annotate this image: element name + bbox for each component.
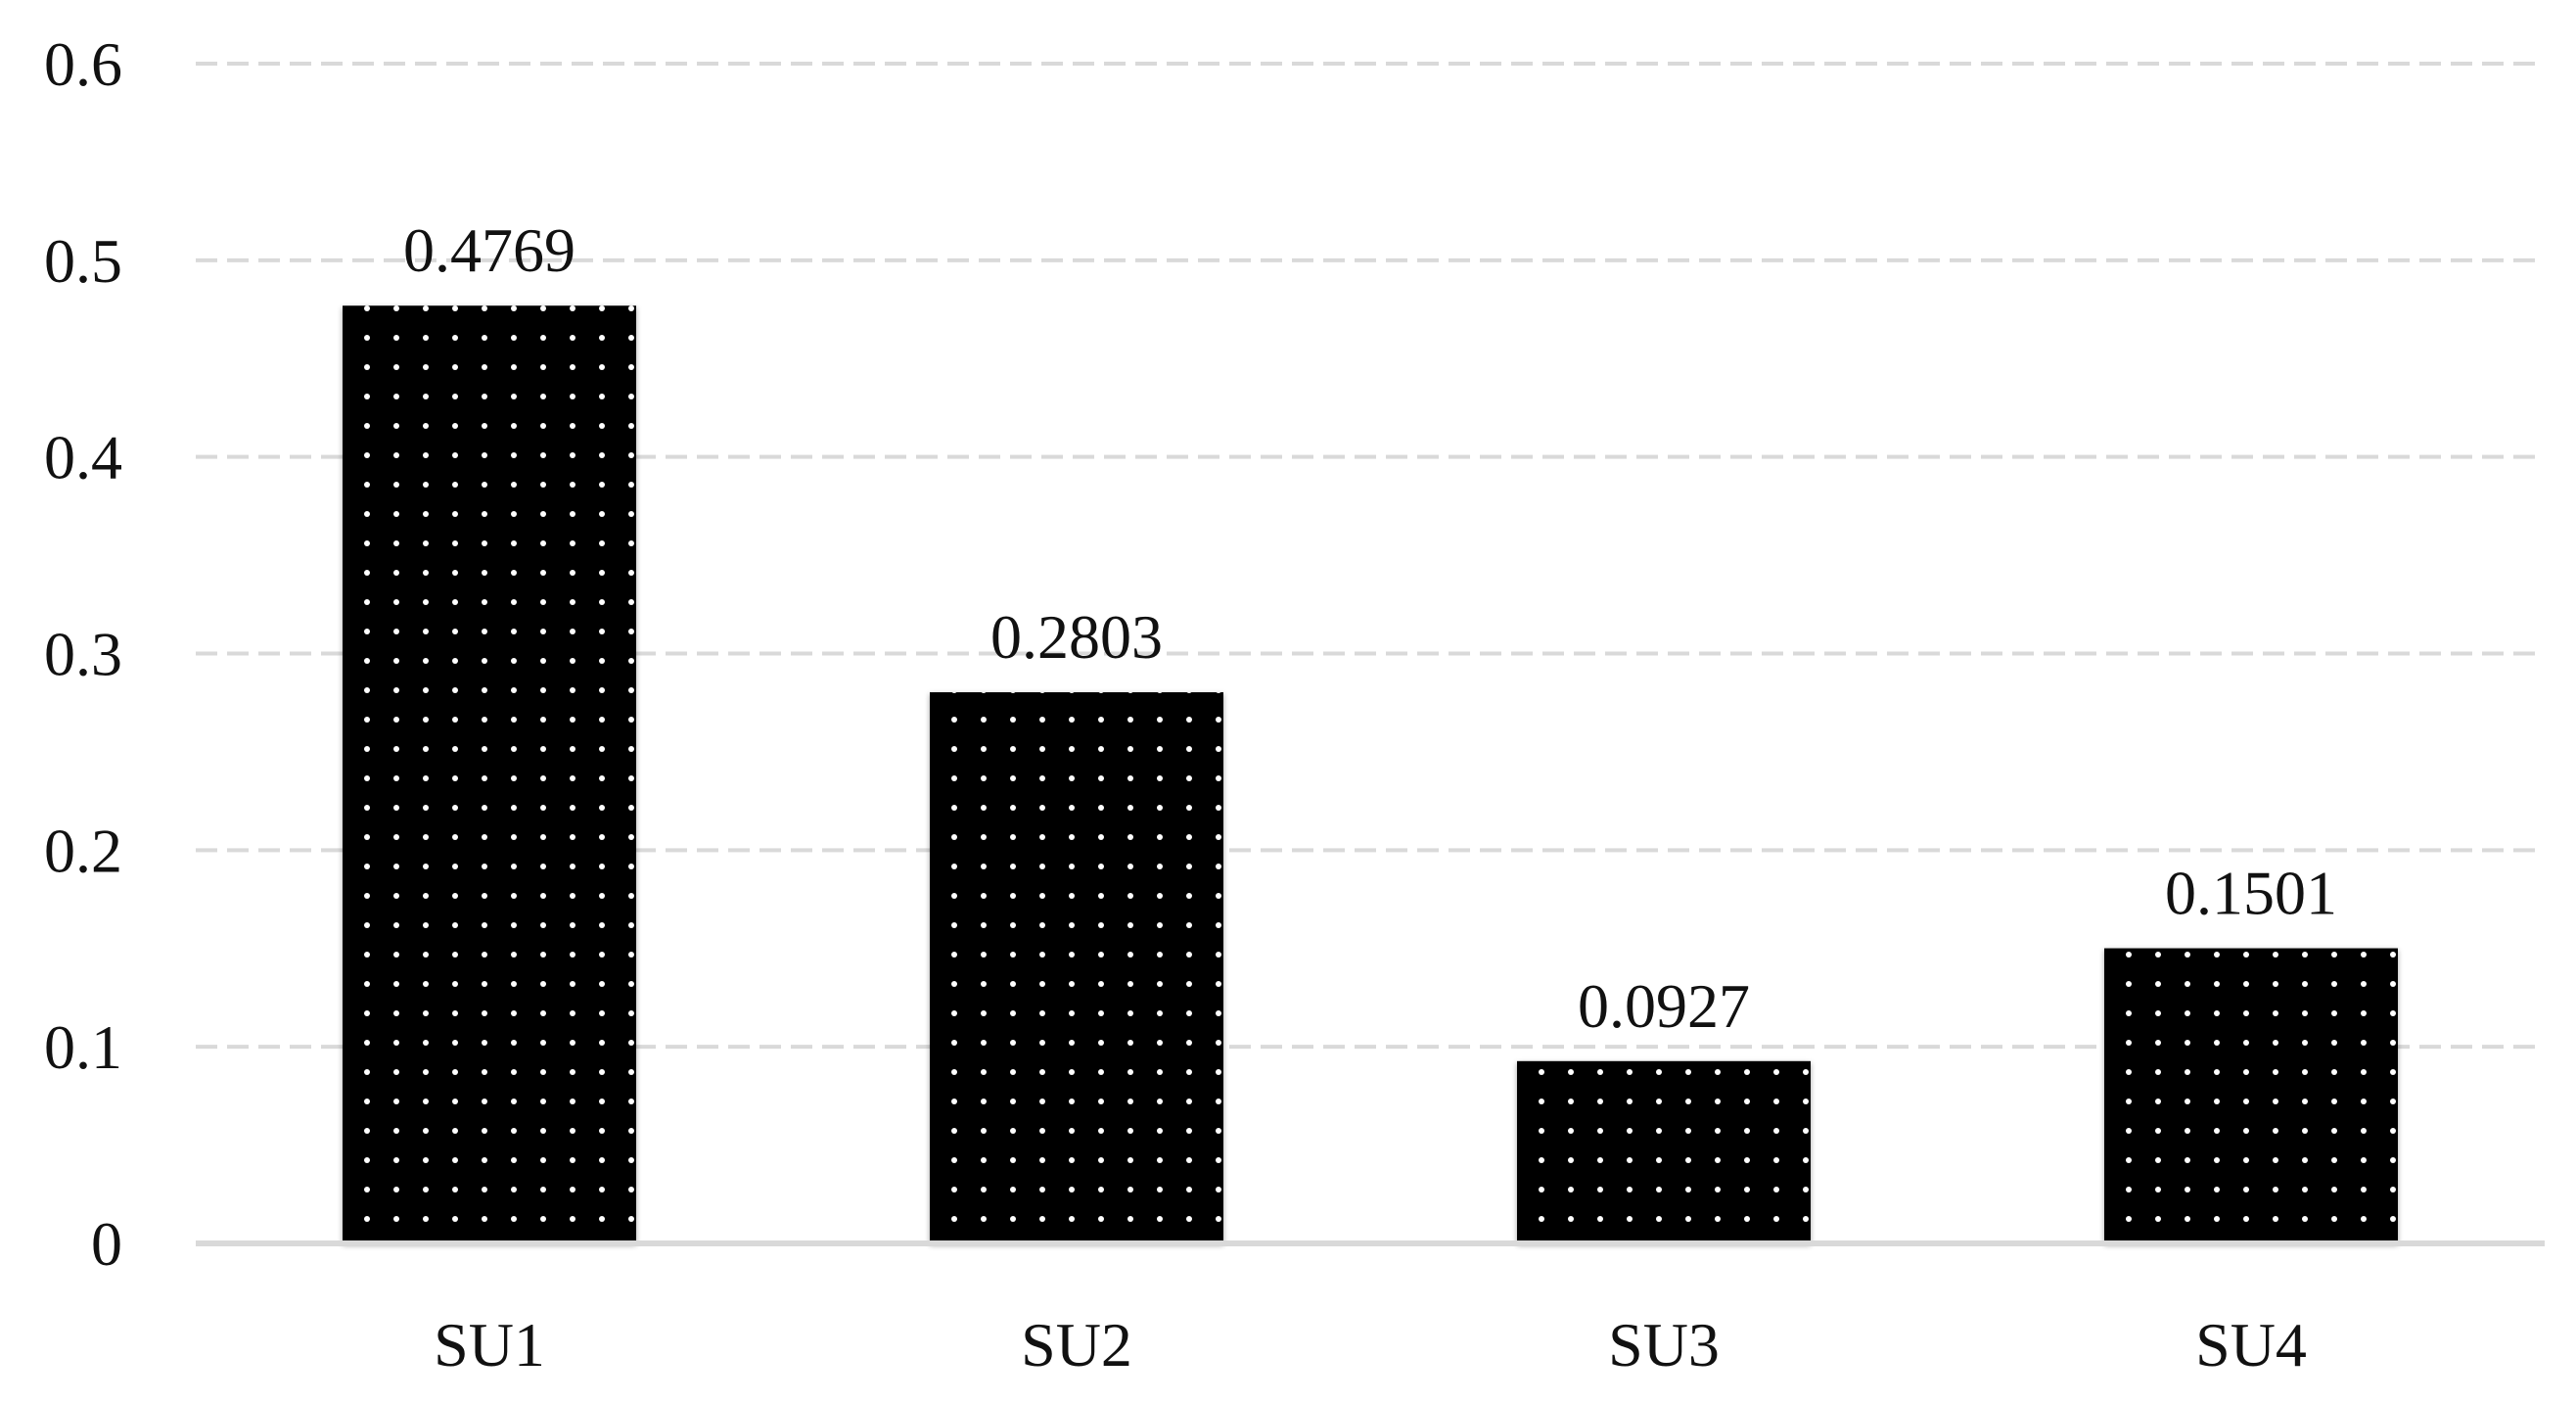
y-tick-label: 0.1	[44, 1012, 122, 1082]
y-tick-label: 0.2	[44, 816, 122, 885]
bar-su1	[343, 305, 636, 1243]
data-labels: 0.4769 0.2803 0.0927 0.1501	[403, 215, 2337, 1041]
y-tick-label: 0.4	[44, 423, 122, 492]
bar-su3	[1517, 1060, 1811, 1243]
bar-su4	[2104, 948, 2398, 1243]
data-label-su1: 0.4769	[403, 215, 575, 285]
bars	[343, 305, 2398, 1243]
x-tick-label-su3: SU3	[1608, 1310, 1720, 1380]
data-label-su3: 0.0927	[1578, 971, 1750, 1041]
x-axis-tick-labels: SU1 SU2 SU3 SU4	[434, 1310, 2307, 1380]
bar-su2	[930, 692, 1223, 1243]
data-label-su4: 0.1501	[2165, 859, 2337, 928]
y-tick-label: 0.6	[44, 29, 122, 99]
y-tick-label: 0.3	[44, 620, 122, 689]
data-label-su2: 0.2803	[990, 602, 1163, 672]
y-tick-label: 0.5	[44, 226, 122, 296]
x-tick-label-su4: SU4	[2195, 1310, 2307, 1380]
y-axis-tick-labels: 0 0.1 0.2 0.3 0.4 0.5 0.6	[44, 29, 122, 1279]
x-tick-label-su2: SU2	[1021, 1310, 1132, 1380]
x-tick-label-su1: SU1	[434, 1310, 545, 1380]
y-tick-label: 0	[91, 1209, 122, 1279]
